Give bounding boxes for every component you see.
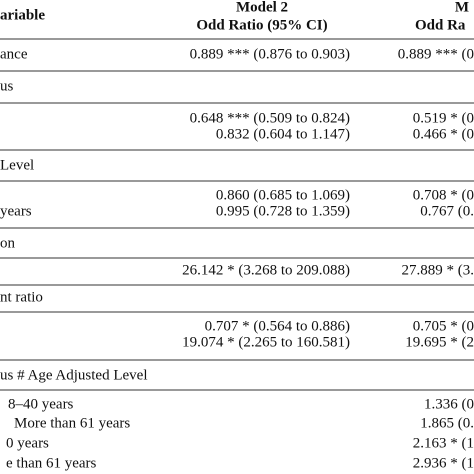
header-label: ariable <box>0 7 45 23</box>
model3-cell: 0.519 * (0 <box>413 110 474 126</box>
header-model3-sub: Odd Ra <box>415 17 466 33</box>
row-label: us <box>0 78 14 94</box>
model3-cell: 2.163 * (1 <box>413 435 474 451</box>
row-label: nt ratio <box>0 289 43 305</box>
model3-cell: 27.889 * (3. <box>402 262 474 278</box>
header-model3: M <box>455 0 469 15</box>
model3-cell: 0.466 * (0 <box>413 126 474 142</box>
model2-cell: 0.648 *** (0.509 to 0.824) <box>190 110 350 126</box>
model3-cell: 1.865 (0. <box>420 415 474 431</box>
model2-cell: 0.707 * (0.564 to 0.886) <box>205 318 350 334</box>
row-label: us # Age Adjusted Level <box>0 367 147 383</box>
model2-cell: 0.889 *** (0.876 to 0.903) <box>190 46 350 62</box>
model2-cell: 0.832 (0.604 to 1.147) <box>216 126 350 142</box>
row-label: 0 years <box>6 435 49 451</box>
row-label: years <box>0 203 32 219</box>
model3-cell: 0.767 (0. <box>420 203 474 219</box>
row-label: Level <box>0 157 34 173</box>
model3-cell: 0.889 *** (0 <box>398 46 474 62</box>
row-label: ance <box>0 46 28 62</box>
row-label: on <box>0 235 16 251</box>
header-model2: Model 2 <box>236 0 288 15</box>
model3-cell: 19.695 * (2 <box>405 334 474 350</box>
model3-cell: 1.336 (0 <box>424 396 474 412</box>
model3-cell: 2.936 * (1 <box>413 455 474 471</box>
header-model2-sub: Odd Ratio (95% CI) <box>196 17 327 33</box>
model2-cell: 0.995 (0.728 to 1.359) <box>216 203 350 219</box>
row-label: More than 61 years <box>14 415 130 431</box>
model2-cell: 19.074 * (2.265 to 160.581) <box>182 334 350 350</box>
model2-cell: 26.142 * (3.268 to 209.088) <box>182 262 350 278</box>
row-label: 8–40 years <box>8 396 74 412</box>
model3-cell: 0.708 * (0 <box>413 187 474 203</box>
model2-cell: 0.860 (0.685 to 1.069) <box>216 187 350 203</box>
row-label: e than 61 years <box>6 455 97 471</box>
model3-cell: 0.705 * (0 <box>413 318 474 334</box>
